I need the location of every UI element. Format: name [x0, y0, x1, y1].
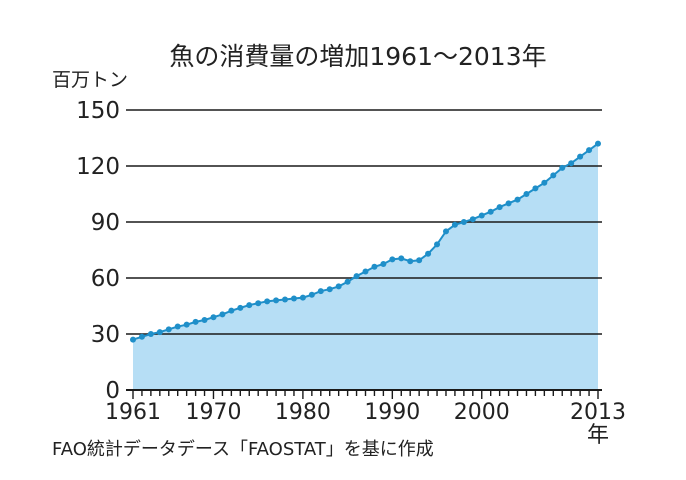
data-point-1990	[389, 256, 396, 263]
y-tick-label-120: 120	[76, 154, 120, 180]
data-point-1994	[425, 250, 432, 257]
data-point-2012	[586, 147, 593, 154]
data-point-1976	[264, 298, 271, 305]
x-tick-label-2000: 2000	[454, 400, 510, 425]
y-tick-label-60: 60	[91, 266, 120, 292]
source-note: FAO統計データデース「FAOSTAT」を基に作成	[52, 439, 434, 460]
y-tick-label-0: 0	[105, 378, 120, 404]
y-tick-label-90: 90	[91, 210, 120, 236]
x-tick-label-1990: 1990	[364, 400, 420, 425]
data-point-2004	[514, 196, 521, 203]
data-point-1970	[210, 314, 217, 321]
chart-title: 魚の消費量の増加1961〜2013年	[169, 42, 546, 71]
plot-area: 0 30 60 90 120 150 1961 1970 1980 1990 2000 2013	[76, 98, 626, 425]
data-point-2006	[532, 185, 539, 192]
data-point-1996	[442, 228, 449, 235]
series-area-fill	[133, 143, 598, 390]
data-point-1989	[380, 261, 387, 267]
data-point-2011	[577, 153, 584, 160]
x-tick-label-1980: 1980	[275, 400, 331, 425]
data-point-1982	[317, 288, 324, 295]
data-point-1981	[308, 291, 315, 298]
data-point-1985	[344, 278, 351, 285]
data-point-1962	[138, 333, 145, 340]
data-point-1973	[237, 304, 244, 311]
data-point-2010	[568, 160, 575, 167]
data-point-1969	[201, 317, 208, 323]
data-point-1991	[398, 255, 405, 262]
data-point-2000	[478, 212, 485, 219]
data-point-1965	[165, 326, 172, 333]
data-point-2008	[550, 172, 557, 179]
x-tick-label-1970: 1970	[185, 400, 241, 425]
data-point-1983	[326, 286, 333, 293]
data-point-1961	[130, 336, 136, 343]
data-point-2001	[487, 208, 494, 215]
x-axis-unit-label: 年	[587, 423, 609, 448]
x-tick-label-2013: 2013	[570, 400, 626, 425]
data-point-1993	[416, 257, 423, 264]
data-point-1978	[282, 296, 289, 303]
data-point-2009	[559, 164, 566, 171]
data-point-1992	[407, 258, 414, 265]
data-point-2002	[496, 204, 503, 211]
data-point-1964	[156, 329, 163, 336]
data-point-2005	[523, 191, 530, 197]
data-point-1997	[451, 221, 458, 228]
data-point-1988	[371, 263, 378, 270]
data-point-1987	[362, 268, 369, 275]
data-point-2007	[541, 179, 548, 186]
data-point-1984	[335, 283, 342, 290]
data-point-1967	[183, 321, 190, 328]
data-point-1963	[147, 331, 154, 337]
data-point-1966	[174, 323, 181, 330]
data-point-1995	[434, 241, 441, 248]
data-point-1998	[460, 219, 467, 225]
data-point-2013	[595, 140, 601, 147]
data-point-1972	[228, 307, 235, 314]
data-point-1968	[192, 318, 199, 325]
data-point-1979	[290, 295, 297, 302]
data-point-2003	[505, 200, 512, 207]
data-point-1975	[255, 300, 262, 307]
y-tick-label-150: 150	[76, 98, 120, 124]
x-tick-label-1961: 1961	[105, 400, 161, 425]
y-axis-unit-label: 百万トン	[52, 69, 128, 91]
data-point-1986	[353, 273, 360, 280]
y-tick-label-30: 30	[91, 322, 120, 348]
data-point-1980	[299, 294, 306, 301]
data-point-1971	[219, 311, 226, 318]
data-point-1999	[469, 216, 476, 223]
data-point-1977	[273, 297, 280, 304]
data-point-1974	[246, 302, 253, 309]
